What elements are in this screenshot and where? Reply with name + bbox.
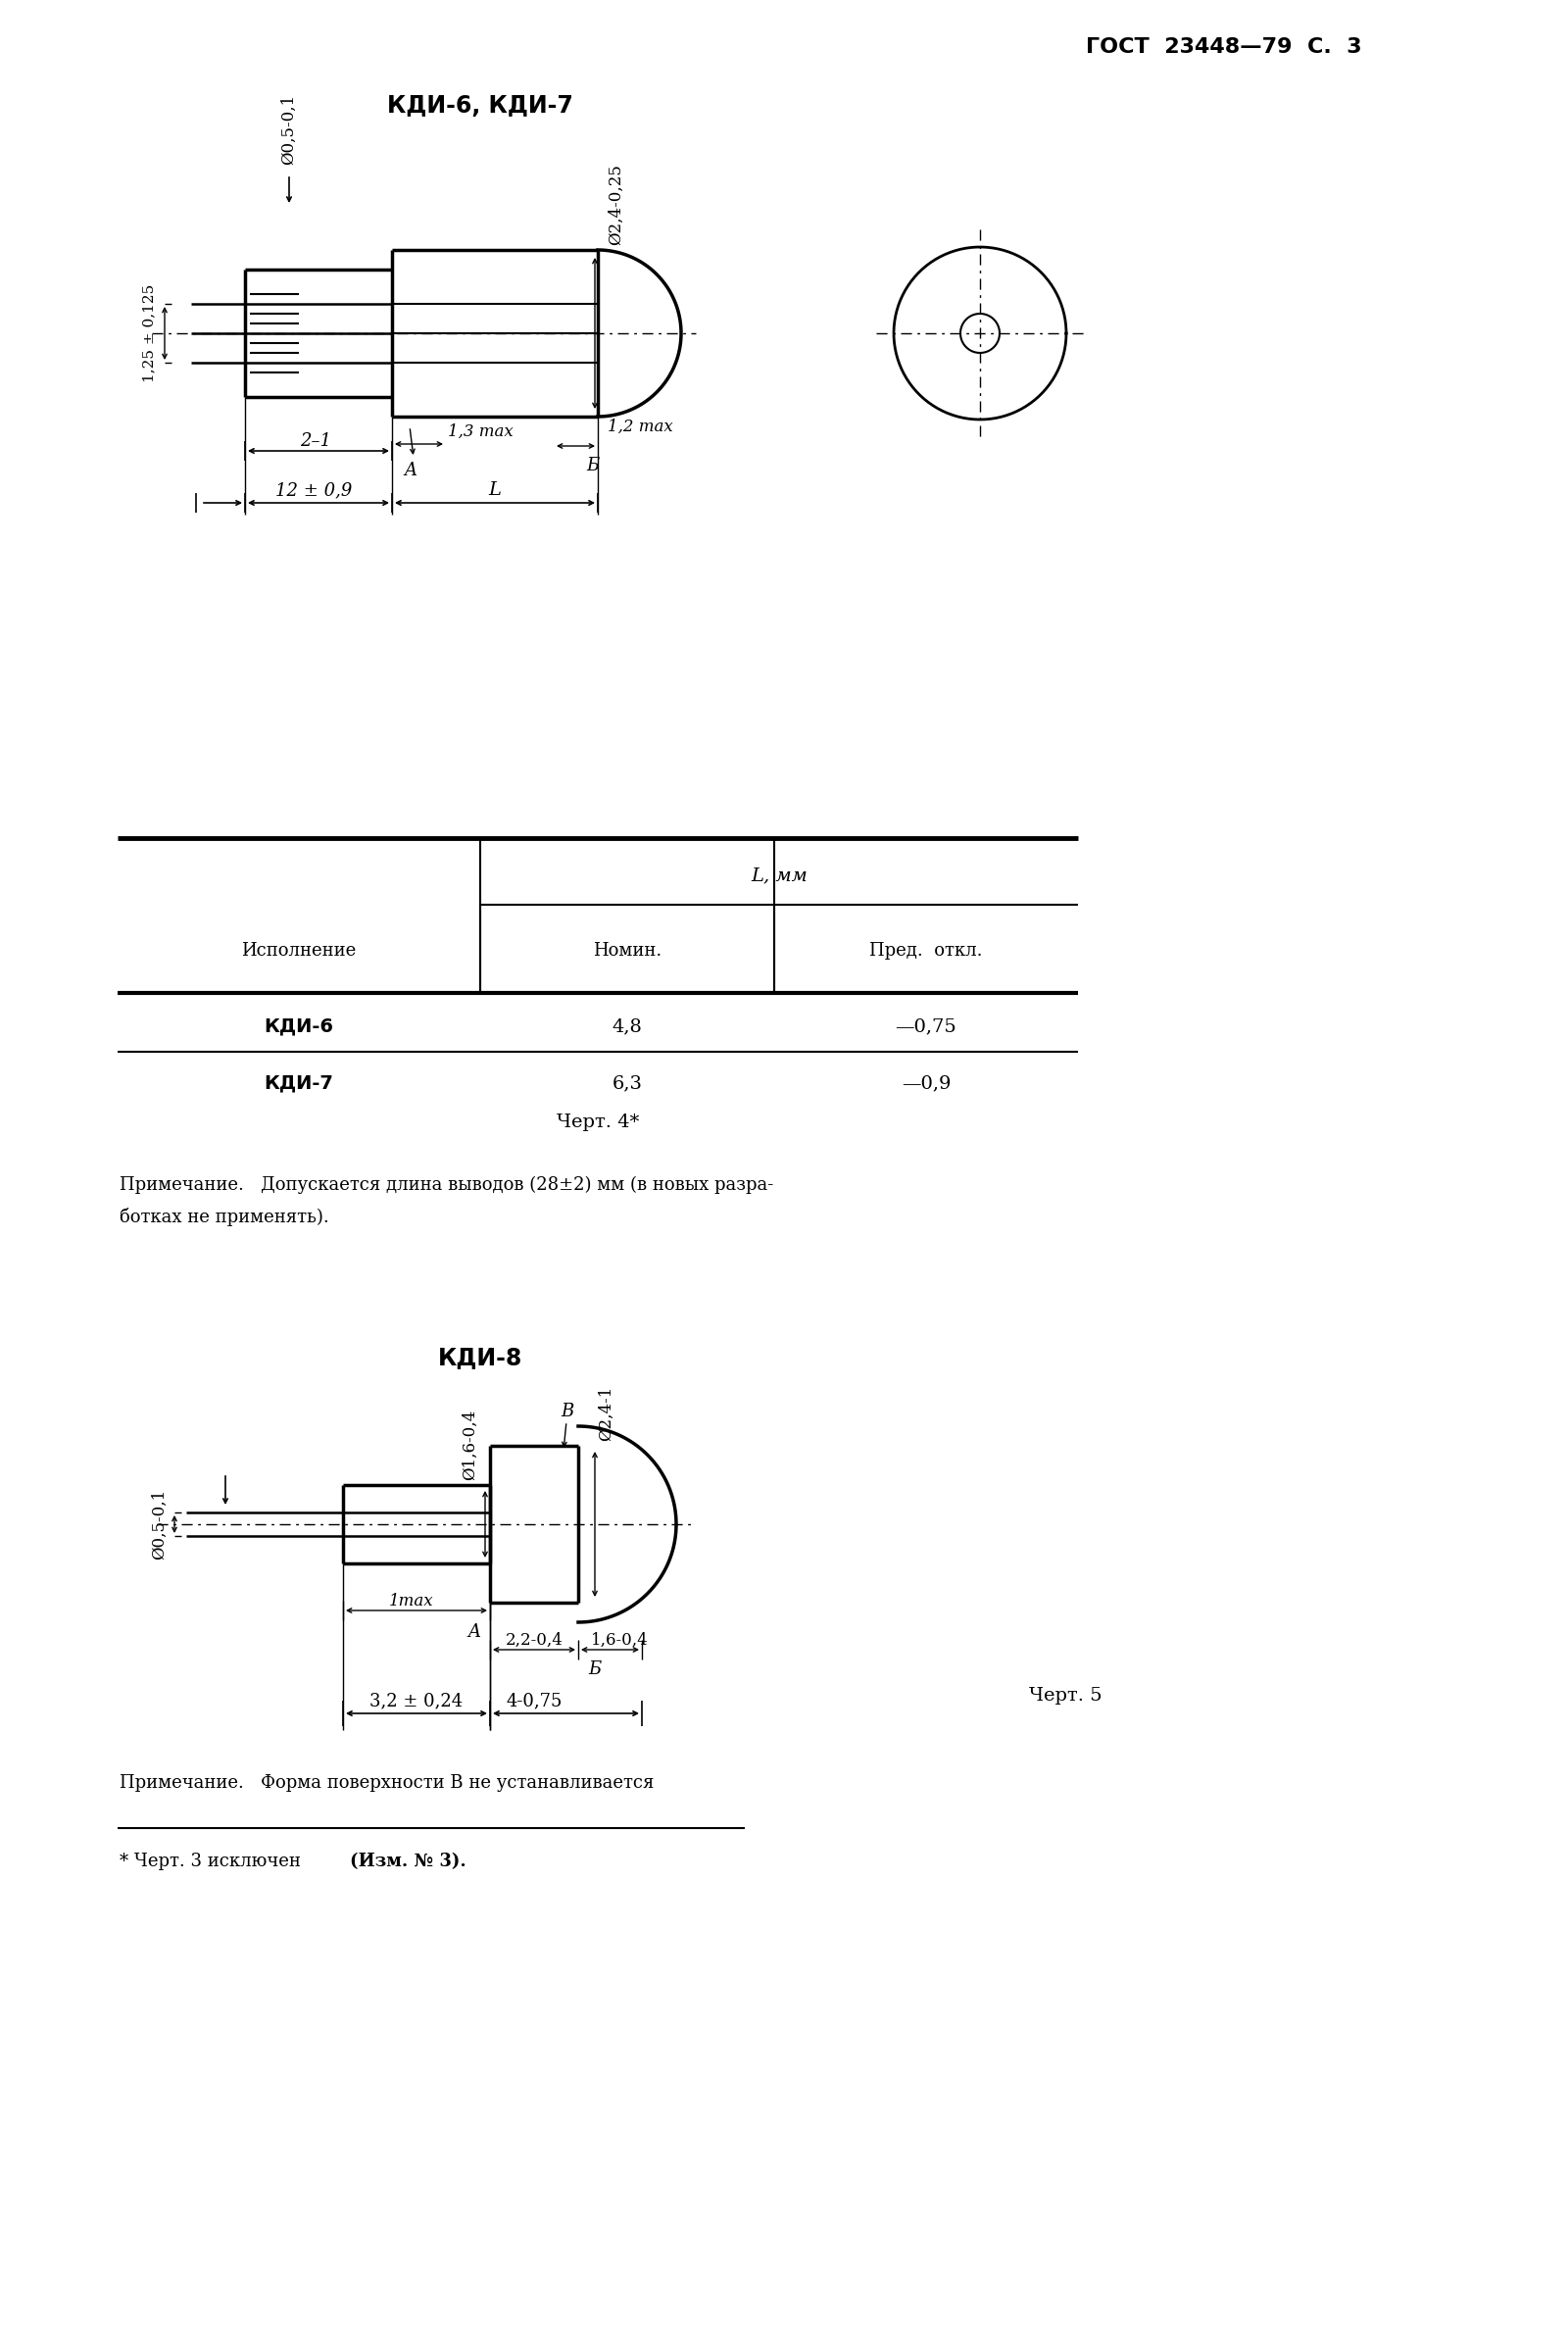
Text: Б: Б (586, 456, 599, 475)
Text: Черт. 5: Черт. 5 (1029, 1687, 1102, 1706)
Text: Исполнение: Исполнение (241, 942, 356, 959)
Text: 2–1: 2–1 (299, 433, 331, 449)
Text: КДИ-6: КДИ-6 (263, 1017, 334, 1036)
Text: 2,2‑0,4: 2,2‑0,4 (505, 1631, 563, 1648)
Text: L: L (489, 482, 502, 498)
Text: Черт. 4*: Черт. 4* (557, 1115, 640, 1131)
Text: Ø2,4‑0,25: Ø2,4‑0,25 (608, 163, 624, 244)
Text: 4,8: 4,8 (612, 1017, 643, 1036)
Text: * Черт. 3 исключен: * Черт. 3 исключен (119, 1852, 306, 1871)
Text: ГОСТ  23448—79  С.  3: ГОСТ 23448—79 С. 3 (1087, 37, 1363, 56)
Text: КДИ-8: КДИ-8 (437, 1345, 522, 1368)
Text: 1,6‑0,4: 1,6‑0,4 (591, 1631, 648, 1648)
Text: КДИ-7: КДИ-7 (263, 1073, 334, 1091)
Text: 1max: 1max (389, 1592, 434, 1608)
Text: Примечание.   Допускается длина выводов (28±2) мм (в новых разра-: Примечание. Допускается длина выводов (2… (119, 1175, 773, 1194)
Text: (Изм. № 3).: (Изм. № 3). (350, 1852, 466, 1871)
Text: Примечание.   Форма поверхности В не устанавливается: Примечание. Форма поверхности В не устан… (119, 1773, 654, 1792)
Text: ботках не применять).: ботках не применять). (119, 1208, 329, 1226)
Text: 1,25 ± 0,125: 1,25 ± 0,125 (143, 284, 155, 382)
Text: B: B (561, 1403, 574, 1419)
Text: L, мм: L, мм (751, 866, 808, 884)
Text: 12 ± 0,9: 12 ± 0,9 (276, 482, 351, 498)
Text: Ø0,5‑0,1: Ø0,5‑0,1 (281, 93, 298, 165)
Text: Ø0,5‑0,1: Ø0,5‑0,1 (152, 1489, 168, 1559)
Text: 3,2 ± 0,24: 3,2 ± 0,24 (370, 1692, 463, 1710)
Text: —0,9: —0,9 (902, 1075, 950, 1091)
Text: Ø1,6‑0,4: Ø1,6‑0,4 (463, 1410, 478, 1480)
Text: Б: Б (588, 1661, 601, 1678)
Text: КДИ-6, КДИ-7: КДИ-6, КДИ-7 (387, 93, 574, 119)
Text: A: A (405, 461, 417, 479)
Text: 4‑0,75: 4‑0,75 (506, 1692, 563, 1710)
Text: Номин.: Номин. (593, 942, 662, 959)
Text: —0,75: —0,75 (895, 1017, 956, 1036)
Text: A: A (467, 1624, 480, 1641)
Text: Ø2,4‑1: Ø2,4‑1 (597, 1385, 615, 1440)
Text: 1,2 max: 1,2 max (608, 419, 673, 435)
Text: 6,3: 6,3 (612, 1075, 643, 1091)
Text: Пред.  откл.: Пред. откл. (870, 942, 983, 959)
Text: 1,3 max: 1,3 max (447, 424, 513, 440)
